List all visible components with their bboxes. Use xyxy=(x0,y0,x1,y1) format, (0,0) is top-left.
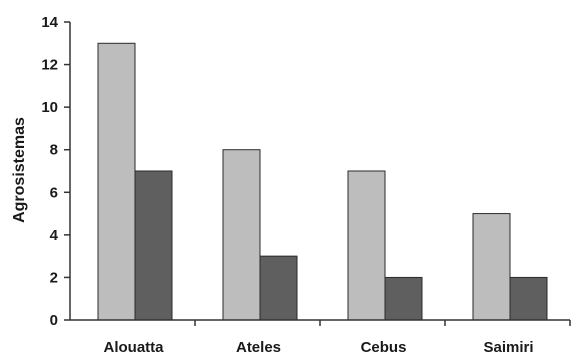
y-tick-labels: 0 2 4 6 8 10 12 14 xyxy=(41,14,58,329)
category-labels: Alouatta Ateles Cebus Saimiri xyxy=(104,339,534,356)
y-tick-label: 14 xyxy=(41,14,58,31)
bar-alouatta-series-2 xyxy=(134,170,173,321)
category-label-cebus: Cebus xyxy=(361,339,407,356)
axes xyxy=(64,21,571,326)
y-tick-label: 0 xyxy=(50,312,58,329)
y-tick-label: 6 xyxy=(50,184,58,201)
y-tick-label: 8 xyxy=(50,142,58,159)
y-tick-label: 4 xyxy=(50,227,59,244)
category-label-ateles: Ateles xyxy=(236,339,281,356)
y-axis-title: Agrosistemas xyxy=(11,117,28,223)
category-label-alouatta: Alouatta xyxy=(104,339,165,356)
bar-alouatta-series-1 xyxy=(97,42,136,321)
bar-saimiri-series-2 xyxy=(509,276,548,321)
category-label-saimiri: Saimiri xyxy=(483,339,533,356)
bars xyxy=(97,42,548,321)
bar-ateles-series-2 xyxy=(259,255,298,321)
y-tick-label: 2 xyxy=(50,269,58,286)
bar-saimiri-series-1 xyxy=(472,213,511,321)
bar-cebus-series-2 xyxy=(384,276,423,321)
y-tick-label: 10 xyxy=(41,99,58,116)
bar-cebus-series-1 xyxy=(347,170,386,321)
y-tick-label: 12 xyxy=(41,57,58,74)
bar-ateles-series-1 xyxy=(222,149,261,321)
